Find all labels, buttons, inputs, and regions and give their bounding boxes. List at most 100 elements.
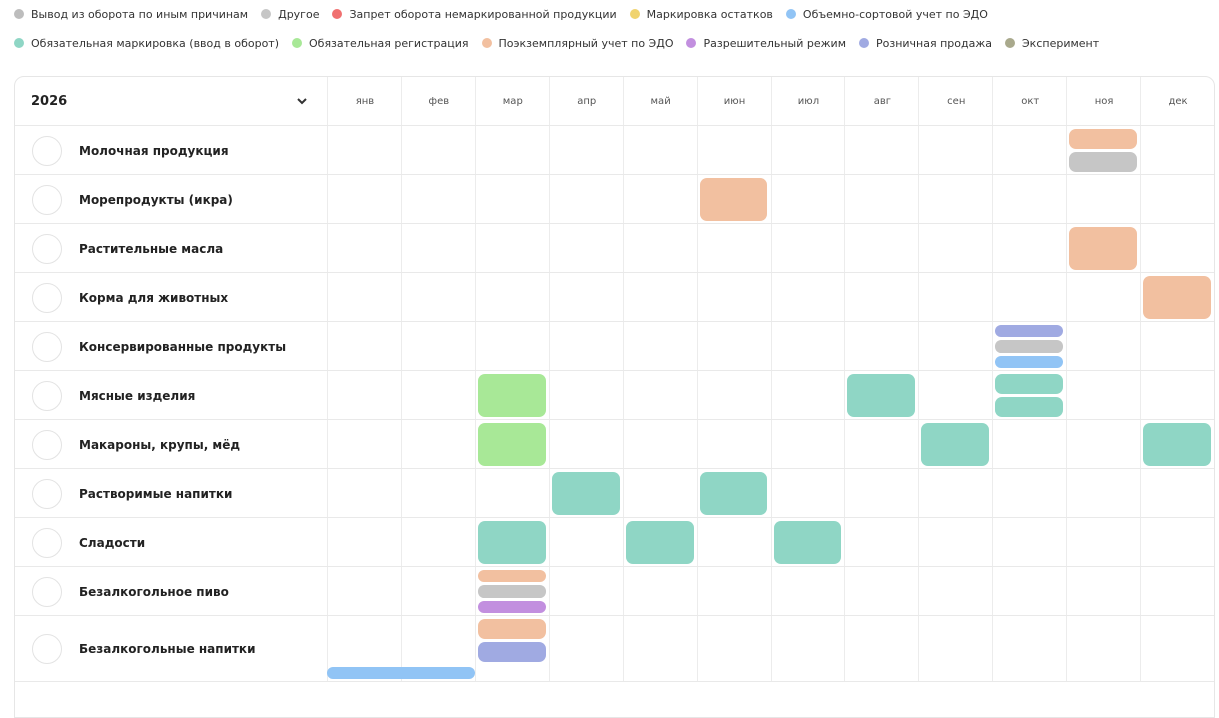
grid-cell xyxy=(622,175,698,224)
grid-cell xyxy=(770,371,846,420)
grid-cell xyxy=(1066,616,1141,682)
event-bar[interactable] xyxy=(921,423,990,466)
grid-cell xyxy=(1140,322,1214,371)
event-bar[interactable] xyxy=(1069,227,1138,270)
product-icon xyxy=(32,380,62,411)
legend-item[interactable]: Обязательная маркировка (ввод в оборот) xyxy=(14,34,279,52)
legend-dot xyxy=(859,38,869,48)
event-bar[interactable] xyxy=(995,397,1064,417)
year-select[interactable]: 2026 xyxy=(31,94,68,109)
event-bar[interactable] xyxy=(477,600,546,613)
grid-cell xyxy=(992,469,1067,518)
grid-cell xyxy=(548,420,624,469)
grid-cell xyxy=(918,616,993,682)
event-bar[interactable] xyxy=(477,570,546,583)
event-bar[interactable] xyxy=(477,619,546,639)
event-bar[interactable] xyxy=(995,374,1064,394)
grid-cell xyxy=(474,224,550,273)
event-bar[interactable] xyxy=(699,472,768,515)
grid-cell xyxy=(770,518,846,567)
legend-item[interactable]: Разрешительный режим xyxy=(686,34,846,52)
event-bar[interactable] xyxy=(1069,152,1138,172)
legend-label: Вывод из оборота по иным причинам xyxy=(31,7,249,21)
legend-item[interactable]: Объемно-сортовой учет по ЭДО xyxy=(785,5,988,23)
event-bar[interactable] xyxy=(1143,423,1211,466)
product-icon xyxy=(32,184,62,215)
grid-cell xyxy=(548,469,624,518)
event-bar[interactable] xyxy=(625,521,694,564)
grid-cell xyxy=(1140,126,1214,175)
event-bar[interactable] xyxy=(699,178,768,221)
grid-cell xyxy=(400,420,476,469)
product-name: Консервированные продукты xyxy=(79,339,287,354)
event-bar[interactable] xyxy=(995,325,1064,338)
month-header: сен xyxy=(918,77,993,126)
grid-cell xyxy=(327,224,402,273)
grid-cell xyxy=(992,126,1067,175)
grid-cell xyxy=(992,371,1067,420)
event-bar[interactable] xyxy=(477,585,546,598)
product-icon xyxy=(32,527,62,558)
product-row: Безалкогольные напитки xyxy=(15,615,1214,682)
grid-cell xyxy=(400,126,476,175)
event-bar[interactable] xyxy=(995,355,1064,368)
grid-cell xyxy=(548,175,624,224)
grid-cell xyxy=(918,371,993,420)
legend-label: Другое xyxy=(278,7,320,21)
grid-cell xyxy=(992,420,1067,469)
legend-item[interactable]: Другое xyxy=(261,5,319,23)
legend-label: Маркировка остатков xyxy=(646,7,773,21)
legend-label: Запрет оборота немаркированной продукции xyxy=(349,7,617,21)
legend-item[interactable]: Обязательная регистрация xyxy=(292,34,469,52)
legend-item[interactable]: Поэкземплярный учет по ЭДО xyxy=(481,34,673,52)
product-row: Мясные изделия xyxy=(15,370,1214,420)
event-bar[interactable] xyxy=(1143,276,1211,319)
grid-cell xyxy=(696,175,772,224)
month-header: авг xyxy=(844,77,919,126)
product-row: Молочная продукция xyxy=(15,125,1214,175)
event-bar[interactable] xyxy=(477,423,546,466)
event-bar[interactable] xyxy=(327,667,475,679)
product-name: Сладости xyxy=(79,535,146,550)
grid-cell xyxy=(770,322,846,371)
grid-cell xyxy=(1066,567,1141,616)
product-name: Растворимые напитки xyxy=(79,486,233,501)
grid-cell xyxy=(327,273,402,322)
month-header: дек xyxy=(1140,77,1214,126)
event-bar[interactable] xyxy=(477,521,546,564)
grid-cell xyxy=(474,126,550,175)
grid-cell xyxy=(400,224,476,273)
legend-label: Разрешительный режим xyxy=(703,36,846,50)
event-bar[interactable] xyxy=(773,521,842,564)
grid-cell xyxy=(696,273,772,322)
grid-cell xyxy=(844,469,919,518)
month-header: июн xyxy=(696,77,772,126)
grid-cell xyxy=(327,126,402,175)
chevron[interactable] xyxy=(297,97,307,105)
grid-cell xyxy=(327,616,402,682)
event-bar[interactable] xyxy=(1069,129,1138,149)
event-bar[interactable] xyxy=(995,340,1064,353)
grid-cell xyxy=(622,371,698,420)
grid-cell xyxy=(918,518,993,567)
grid-cell xyxy=(474,175,550,224)
product-name: Макароны, крупы, мёд xyxy=(79,437,241,452)
legend-dot xyxy=(14,38,24,48)
legend-item[interactable]: Маркировка остатков xyxy=(629,5,773,23)
grid-cell xyxy=(400,371,476,420)
legend-item[interactable]: Вывод из оборота по иным причинам xyxy=(14,5,248,23)
grid-cell xyxy=(1066,175,1141,224)
event-bar[interactable] xyxy=(551,472,620,515)
event-bar[interactable] xyxy=(477,374,546,417)
legend-dot xyxy=(481,38,492,48)
event-bar[interactable] xyxy=(847,374,916,417)
event-bar[interactable] xyxy=(477,642,546,662)
grid-cell xyxy=(918,273,993,322)
legend-dot xyxy=(14,9,24,19)
grid-cell xyxy=(474,371,550,420)
legend-item[interactable]: Эксперимент xyxy=(1005,34,1099,52)
legend-item[interactable]: Розничная продажа xyxy=(859,34,992,52)
legend-item[interactable]: Запрет оборота немаркированной продукции xyxy=(332,5,617,23)
grid-cell xyxy=(696,224,772,273)
product-row: Морепродукты (икра) xyxy=(15,174,1214,224)
